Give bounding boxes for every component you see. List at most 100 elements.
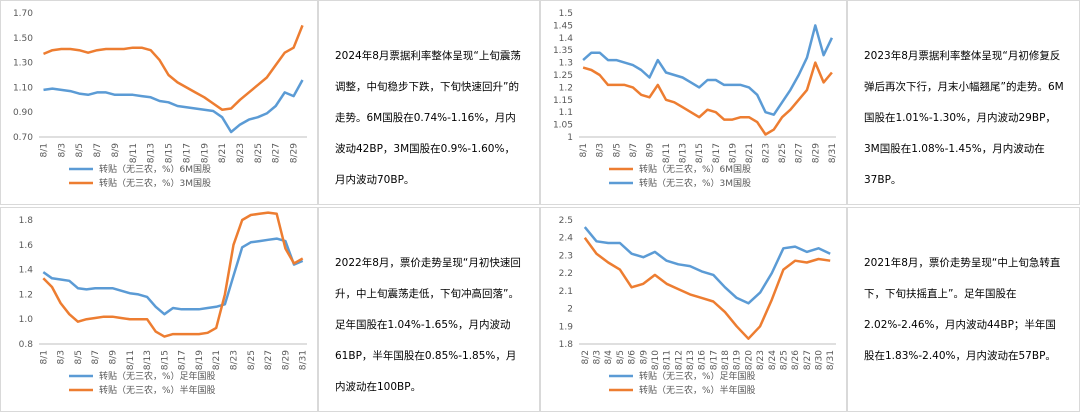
x-tick-label: 8/15 — [695, 143, 705, 163]
x-tick-label: 8/10 — [651, 350, 661, 370]
x-tick-label: 8/27 — [795, 143, 805, 163]
x-tick-label: 8/25 — [247, 350, 257, 370]
x-tick-label: 8/25 — [254, 143, 264, 163]
x-tick-label: 8/11 — [662, 143, 672, 163]
x-tick-label: 8/1 — [39, 143, 49, 157]
series-line — [42, 211, 304, 338]
x-tick-label: 8/27 — [264, 350, 274, 370]
x-tick-label: 8/27 — [803, 350, 813, 370]
x-tick-label: 8/12 — [674, 350, 684, 370]
y-tick-label: 1.0 — [19, 315, 34, 325]
y-tick-label: 2.3 — [559, 251, 573, 261]
x-tick-label: 8/17 — [178, 350, 188, 370]
legend-label: 转贴（无三农，%）3M国股 — [99, 177, 211, 189]
x-tick-label: 8/3 — [596, 143, 606, 157]
series-line — [583, 236, 831, 340]
x-tick-label: 8/17 — [712, 143, 722, 163]
x-tick-label: 8/26 — [791, 350, 801, 370]
legend-label: 转贴（无三农，%）半年国股 — [99, 384, 216, 396]
x-tick-label: 8/13 — [143, 350, 153, 370]
series-line — [582, 24, 834, 116]
note: 2021年8月，票价走势呈现“中上旬急转直下，下旬扶摇直上”。足年国股在2.02… — [847, 207, 1080, 412]
x-tick-label: 8/5 — [75, 143, 85, 157]
y-tick-label: 0.70 — [13, 133, 33, 143]
x-tick-label: 8/19 — [728, 143, 738, 163]
series-line — [583, 226, 831, 305]
y-tick-label: 1.10 — [13, 83, 33, 93]
x-tick-label: 8/3 — [57, 143, 67, 157]
chart: 1.8 1.9 2 2.1 2.2 2.3 2.4 2.5 8/2 8/3 8/4 8/5 8/6 8/9… — [559, 216, 836, 396]
note: 2022年8月，票价走势呈现“月初快速回升，中上旬震荡走低，下旬冲高回落”。足年… — [318, 207, 540, 412]
x-tick-label: 8/21 — [745, 143, 755, 163]
y-tick-label: 1.15 — [553, 96, 573, 106]
x-tick-label: 8/6 — [628, 350, 638, 365]
x-tick-label: 8/3 — [57, 350, 67, 364]
series-line — [42, 237, 304, 316]
y-tick-label: 1.2 — [19, 290, 33, 300]
y-tick-label: 0.90 — [13, 108, 33, 118]
x-tick-label: 8/23 — [762, 143, 772, 163]
y-tick-label: 1 — [567, 133, 573, 143]
x-tick-label: 8/31 — [828, 143, 838, 163]
x-tick-label: 8/18 — [721, 350, 731, 370]
y-tick-label: 2.5 — [559, 216, 573, 226]
note: 2024年8月票据利率整体呈现“上旬震荡调整，中旬稳步下跌，下旬快速回升”的走势… — [318, 0, 540, 205]
x-tick-label: 8/3 — [593, 350, 603, 364]
legend-label: 转贴（无三农，%）6M国股 — [639, 163, 751, 175]
chart-panel: 1.8 1.9 2 2.1 2.2 2.3 2.4 2.5 8/2 8/3 8/4 8/5 8/6 8/9… — [540, 207, 847, 412]
x-tick-label: 8/29 — [281, 350, 291, 370]
legend-label: 转贴（无三农，%）6M国股 — [99, 163, 211, 175]
x-tick-label: 8/21 — [218, 143, 228, 163]
x-tick-label: 8/25 — [778, 143, 788, 163]
legend-label: 转贴（无三农，%）足年国股 — [99, 370, 216, 382]
y-tick-label: 1.8 — [559, 340, 574, 350]
legend-label: 转贴（无三农，%）半年国股 — [639, 384, 756, 396]
x-tick-label: 8/7 — [93, 143, 103, 157]
x-tick-label: 8/2 — [581, 350, 591, 364]
chart: 0.8 1.0 1.2 1.4 1.6 1.8 8/1 8/3 8/5 8/7 8/9 8/11 8/1… — [19, 211, 309, 396]
x-tick-label: 8/19 — [733, 350, 743, 370]
x-tick-label: 8/13 — [686, 350, 696, 370]
y-tick-label: 1.70 — [13, 9, 33, 19]
y-tick-label: 2.1 — [559, 287, 573, 297]
series-line — [43, 79, 304, 134]
x-tick-label: 8/15 — [165, 143, 175, 163]
x-tick-label: 8/11 — [126, 350, 136, 370]
y-tick-label: 1.30 — [13, 59, 33, 69]
legend-label: 转贴（无三农，%）足年国股 — [639, 370, 756, 382]
x-tick-label: 8/19 — [195, 350, 205, 370]
x-tick-label: 8/17 — [709, 350, 719, 370]
x-tick-label: 8/1 — [39, 350, 49, 364]
y-tick-label: 1.9 — [559, 322, 574, 332]
x-tick-label: 8/29 — [811, 143, 821, 163]
y-tick-label: 1.25 — [553, 71, 573, 81]
chart: 0.70 0.90 1.10 1.30 1.50 1.70 8/1 8/3 8/5 8/7 8/9 8… — [13, 9, 307, 189]
x-tick-label: 8/7 — [629, 143, 639, 157]
x-tick-label: 8/25 — [779, 350, 789, 370]
series-line — [582, 61, 833, 136]
y-tick-label: 1.4 — [559, 34, 574, 44]
y-tick-label: 2.4 — [559, 234, 574, 244]
y-tick-label: 1.1 — [559, 108, 573, 118]
y-tick-label: 1.6 — [19, 241, 34, 251]
x-tick-label: 8/1 — [579, 143, 589, 157]
x-tick-label: 8/29 — [290, 143, 300, 163]
x-tick-label: 8/23 — [236, 143, 246, 163]
chart-panel: 1 1.05 1.1 1.15 1.2 1.25 1.3 1.35 1.4 1.45 1.5 8/1 8… — [540, 0, 847, 205]
legend-label: 转贴（无三农，%）3M国股 — [639, 177, 751, 189]
y-tick-label: 1.35 — [553, 46, 573, 56]
x-tick-label: 8/23 — [756, 350, 766, 370]
x-tick-label: 8/5 — [612, 143, 622, 157]
x-tick-label: 8/31 — [826, 350, 836, 370]
y-tick-label: 1.8 — [19, 216, 34, 226]
x-tick-label: 8/31 — [299, 350, 309, 370]
note: 2023年8月票据利率整体呈现“月初修复反弹后再次下行，月末小幅翘尾”的走势。6… — [847, 0, 1080, 205]
x-tick-label: 8/13 — [147, 143, 157, 163]
x-tick-label: 8/30 — [814, 350, 824, 370]
x-tick-label: 8/24 — [768, 350, 778, 370]
y-tick-label: 2 — [567, 305, 573, 315]
chart-panel: 0.70 0.90 1.10 1.30 1.50 1.70 8/1 8/3 8/5 8/7 8/9 8… — [0, 0, 318, 205]
y-tick-label: 2.2 — [559, 269, 573, 279]
